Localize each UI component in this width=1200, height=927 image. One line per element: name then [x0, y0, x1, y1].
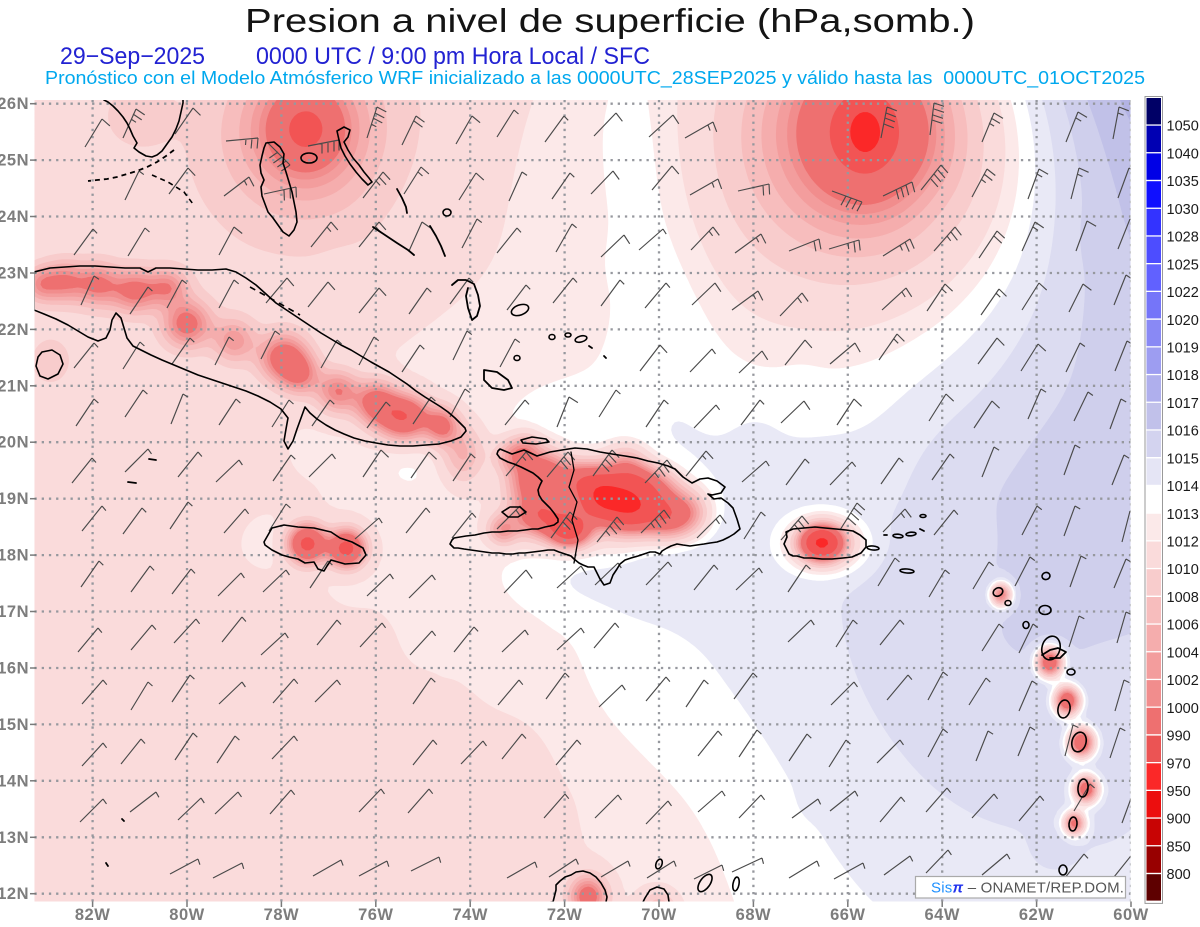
- svg-text:24N: 24N: [0, 208, 29, 226]
- svg-text:13N: 13N: [0, 829, 29, 847]
- svg-text:800: 800: [1167, 867, 1191, 883]
- svg-text:21N: 21N: [0, 377, 29, 395]
- svg-text:Presion a nivel de superficie: Presion a nivel de superficie (hPa,somb.…: [245, 2, 975, 39]
- svg-text:950: 950: [1167, 784, 1191, 800]
- svg-text:1004: 1004: [1167, 645, 1199, 661]
- svg-text:26N: 26N: [0, 95, 29, 113]
- svg-text:1050: 1050: [1167, 119, 1199, 135]
- svg-text:74W: 74W: [452, 906, 487, 924]
- svg-text:0000 UTC / 9:00 pm Hora Local: 0000 UTC / 9:00 pm Hora Local / SFC: [256, 43, 650, 70]
- svg-text:1028: 1028: [1167, 230, 1199, 246]
- svg-text:29−Sep−2025: 29−Sep−2025: [60, 43, 205, 70]
- svg-text:17N: 17N: [0, 603, 29, 621]
- svg-text:1008: 1008: [1167, 590, 1199, 606]
- svg-text:18N: 18N: [0, 547, 29, 565]
- svg-text:850: 850: [1167, 839, 1191, 855]
- svg-text:1015: 1015: [1167, 451, 1199, 467]
- svg-text:1040: 1040: [1167, 146, 1199, 162]
- svg-text:12N: 12N: [0, 885, 29, 903]
- svg-text:20N: 20N: [0, 434, 29, 452]
- svg-text:78W: 78W: [264, 906, 299, 924]
- svg-text:1000: 1000: [1167, 701, 1199, 717]
- svg-text:970: 970: [1167, 756, 1191, 772]
- svg-text:900: 900: [1167, 812, 1191, 828]
- svg-text:15N: 15N: [0, 716, 29, 734]
- svg-text:68W: 68W: [736, 906, 771, 924]
- svg-text:16N: 16N: [0, 660, 29, 678]
- svg-text:82W: 82W: [75, 906, 110, 924]
- svg-text:1019: 1019: [1167, 341, 1199, 357]
- svg-text:1035: 1035: [1167, 174, 1199, 190]
- svg-text:60W: 60W: [1113, 906, 1148, 924]
- svg-text:19N: 19N: [0, 490, 29, 508]
- svg-text:25N: 25N: [0, 152, 29, 170]
- svg-text:1025: 1025: [1167, 257, 1199, 273]
- svg-text:62W: 62W: [1019, 906, 1054, 924]
- svg-text:Sisπ – ONAMET/REP.DOM.: Sisπ – ONAMET/REP.DOM.: [931, 880, 1124, 897]
- svg-text:64W: 64W: [924, 906, 959, 924]
- svg-text:76W: 76W: [358, 906, 393, 924]
- svg-text:23N: 23N: [0, 265, 29, 283]
- svg-text:80W: 80W: [169, 906, 204, 924]
- svg-text:1022: 1022: [1167, 285, 1199, 301]
- svg-text:1010: 1010: [1167, 562, 1199, 578]
- svg-text:66W: 66W: [830, 906, 865, 924]
- svg-text:1002: 1002: [1167, 673, 1199, 689]
- svg-text:14N: 14N: [0, 772, 29, 790]
- svg-text:22N: 22N: [0, 321, 29, 339]
- svg-text:Pronóstico con el Modelo Atmós: Pronóstico con el Modelo Atmósferico WRF…: [45, 68, 1145, 89]
- svg-text:1006: 1006: [1167, 618, 1199, 634]
- svg-text:1016: 1016: [1167, 424, 1199, 440]
- svg-text:1017: 1017: [1167, 396, 1199, 412]
- svg-text:990: 990: [1167, 729, 1191, 745]
- svg-text:72W: 72W: [547, 906, 582, 924]
- svg-text:1012: 1012: [1167, 535, 1199, 551]
- svg-text:1020: 1020: [1167, 313, 1199, 329]
- svg-text:1014: 1014: [1167, 479, 1199, 495]
- svg-text:1018: 1018: [1167, 368, 1199, 384]
- svg-text:70W: 70W: [641, 906, 676, 924]
- svg-text:1013: 1013: [1167, 507, 1199, 523]
- svg-text:1030: 1030: [1167, 202, 1199, 218]
